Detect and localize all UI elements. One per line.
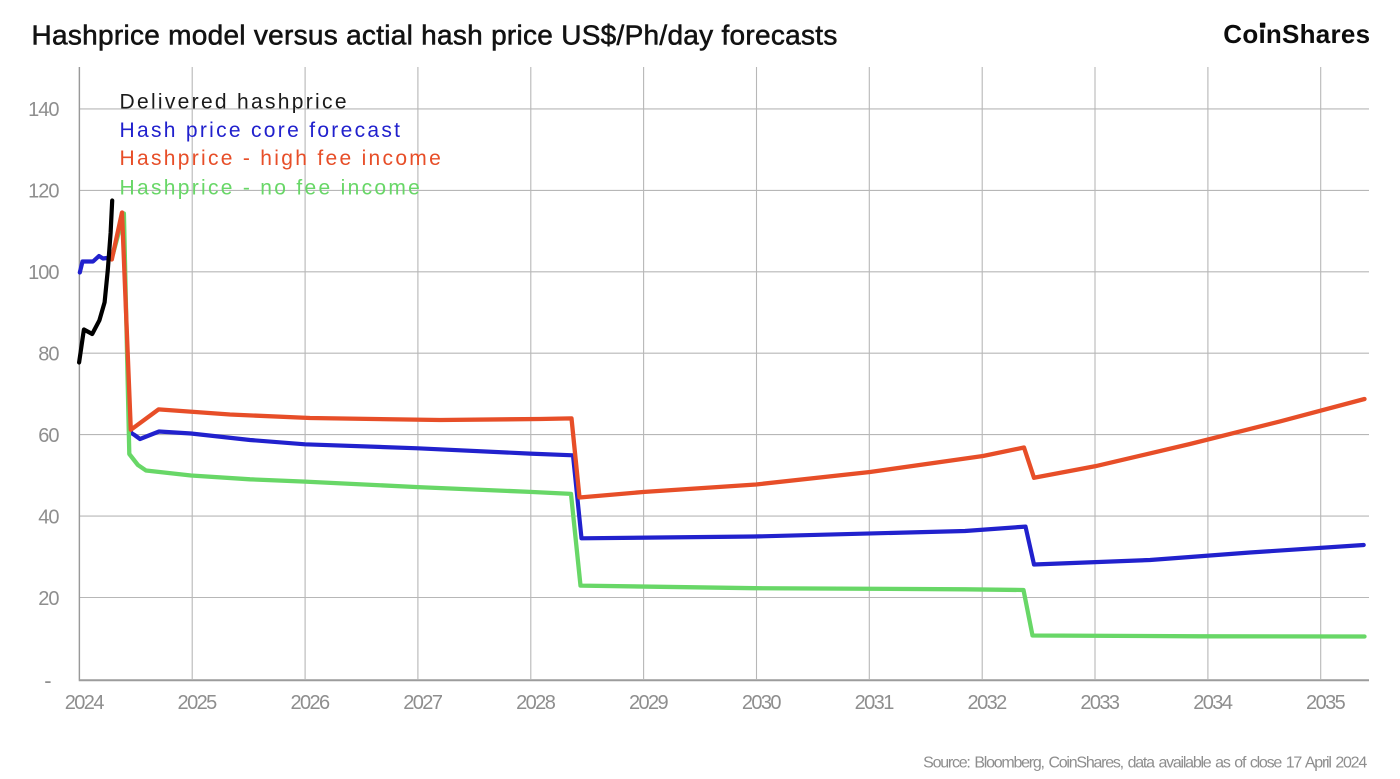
svg-text:2027: 2027 bbox=[403, 692, 443, 714]
svg-text:Hash price core forecast: Hash price core forecast bbox=[120, 119, 403, 142]
svg-text:Hashprice - no fee income: Hashprice - no fee income bbox=[120, 177, 423, 200]
svg-text:2030: 2030 bbox=[742, 692, 782, 714]
svg-text:2028: 2028 bbox=[516, 692, 556, 714]
svg-text:Source: Bloomberg, CoinShares,: Source: Bloomberg, CoinShares, data avai… bbox=[923, 755, 1367, 772]
svg-text:120: 120 bbox=[28, 181, 59, 203]
svg-text:100: 100 bbox=[28, 262, 59, 284]
svg-text:40: 40 bbox=[38, 506, 59, 528]
svg-text:80: 80 bbox=[38, 344, 59, 366]
svg-text:2025: 2025 bbox=[178, 692, 218, 714]
svg-text:2035: 2035 bbox=[1306, 692, 1346, 714]
svg-text:140: 140 bbox=[28, 99, 59, 121]
svg-text:2029: 2029 bbox=[629, 692, 669, 714]
svg-text:2032: 2032 bbox=[968, 692, 1008, 714]
svg-text:2031: 2031 bbox=[855, 692, 895, 714]
svg-text:2034: 2034 bbox=[1193, 692, 1233, 714]
svg-text:CoınShares: CoınShares bbox=[1223, 19, 1370, 49]
svg-text:2033: 2033 bbox=[1080, 692, 1120, 714]
svg-text:Hashprice model versus actial: Hashprice model versus actial hash price… bbox=[32, 20, 838, 51]
svg-text:2026: 2026 bbox=[290, 692, 330, 714]
svg-text:Delivered hashprice: Delivered hashprice bbox=[120, 90, 349, 113]
svg-text:60: 60 bbox=[38, 425, 59, 447]
svg-text:-: - bbox=[44, 668, 51, 693]
svg-text:2024: 2024 bbox=[65, 692, 105, 714]
svg-text:20: 20 bbox=[38, 588, 59, 610]
svg-text:Hashprice - high fee income: Hashprice - high fee income bbox=[120, 147, 444, 170]
